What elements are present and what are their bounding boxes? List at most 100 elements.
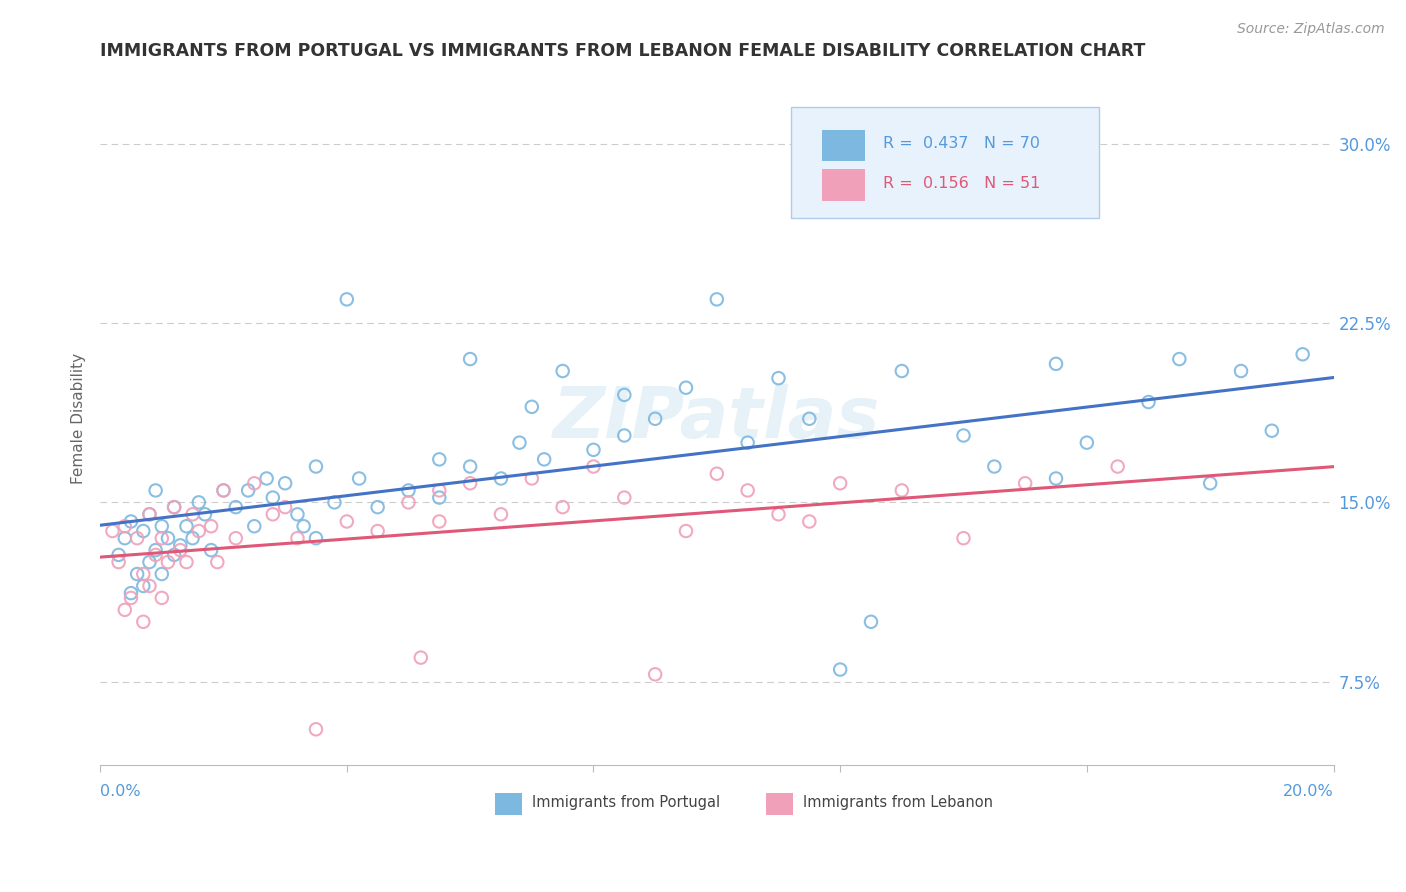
Point (127, 567, 149, 582)
Point (551, 500, 574, 515)
Point (145, 543, 167, 558)
Point (107, 555, 129, 569)
Point (292, 519, 315, 533)
Point (582, 459, 605, 474)
Point (706, 293, 728, 307)
Point (1292, 347, 1315, 361)
Point (287, 531, 309, 545)
Point (156, 555, 179, 569)
Point (150, 567, 173, 582)
FancyBboxPatch shape (790, 107, 1099, 218)
Text: IMMIGRANTS FROM PORTUGAL VS IMMIGRANTS FROM LEBANON FEMALE DISABILITY CORRELATIO: IMMIGRANTS FROM PORTUGAL VS IMMIGRANTS F… (100, 42, 1146, 60)
Point (458, 476, 481, 491)
Point (859, 615, 882, 629)
Point (274, 500, 297, 515)
Text: ZIPatlas: ZIPatlas (553, 384, 880, 453)
Point (114, 603, 136, 617)
Point (150, 591, 173, 605)
Point (181, 531, 204, 545)
FancyBboxPatch shape (766, 793, 793, 815)
Point (163, 500, 186, 515)
Point (706, 467, 728, 481)
Point (163, 500, 186, 515)
Point (1137, 395, 1160, 409)
Point (120, 515, 142, 529)
Point (150, 531, 173, 545)
Point (1199, 476, 1222, 491)
Point (132, 567, 155, 582)
Point (737, 435, 759, 450)
Point (176, 555, 198, 569)
Point (132, 615, 155, 629)
Point (132, 579, 155, 593)
Point (644, 411, 666, 425)
Point (138, 579, 160, 593)
Y-axis label: Female Disability: Female Disability (72, 353, 86, 484)
Point (145, 548, 167, 562)
Point (212, 483, 235, 498)
Text: R =  0.156   N = 51: R = 0.156 N = 51 (883, 176, 1040, 191)
Point (508, 435, 530, 450)
Point (890, 483, 912, 498)
Point (236, 483, 259, 498)
Point (582, 442, 605, 457)
Point (169, 543, 191, 558)
Point (613, 388, 636, 402)
Point (613, 428, 636, 442)
Point (427, 491, 450, 505)
Point (305, 723, 328, 737)
FancyBboxPatch shape (821, 130, 865, 161)
Point (952, 531, 974, 545)
Text: 0.0%: 0.0% (100, 784, 141, 799)
Point (187, 495, 209, 509)
Point (200, 519, 222, 533)
FancyBboxPatch shape (495, 793, 522, 815)
FancyBboxPatch shape (821, 169, 865, 201)
Point (120, 591, 142, 605)
Point (256, 471, 278, 485)
Point (983, 459, 1005, 474)
Point (323, 495, 346, 509)
Point (427, 483, 450, 498)
Point (398, 495, 420, 509)
Point (675, 524, 697, 538)
Point (952, 428, 974, 442)
Point (551, 364, 574, 378)
Point (613, 491, 636, 505)
Point (1076, 435, 1098, 450)
Point (274, 476, 297, 491)
Point (305, 459, 328, 474)
Point (176, 519, 198, 533)
Point (336, 293, 359, 307)
Point (305, 531, 328, 545)
Point (1230, 364, 1253, 378)
Point (830, 476, 852, 491)
Point (127, 531, 149, 545)
Text: Source: ZipAtlas.com: Source: ZipAtlas.com (1237, 22, 1385, 37)
Point (768, 371, 790, 385)
Point (768, 508, 790, 522)
Point (367, 524, 389, 538)
Point (138, 555, 160, 569)
Point (262, 491, 284, 505)
Point (1107, 459, 1129, 474)
Text: R =  0.437   N = 70: R = 0.437 N = 70 (883, 136, 1040, 151)
Point (1261, 424, 1284, 438)
Point (1045, 357, 1067, 371)
Point (243, 476, 266, 491)
Point (398, 483, 420, 498)
Point (458, 352, 481, 367)
Point (114, 531, 136, 545)
Point (799, 515, 821, 529)
Point (520, 400, 543, 414)
Point (181, 508, 204, 522)
Point (169, 538, 191, 552)
Text: 20.0%: 20.0% (1282, 784, 1333, 799)
Text: Immigrants from Portugal: Immigrants from Portugal (531, 795, 720, 810)
Point (520, 471, 543, 485)
Point (1014, 476, 1036, 491)
Point (427, 515, 450, 529)
Point (163, 548, 186, 562)
Point (262, 508, 284, 522)
Point (207, 555, 229, 569)
